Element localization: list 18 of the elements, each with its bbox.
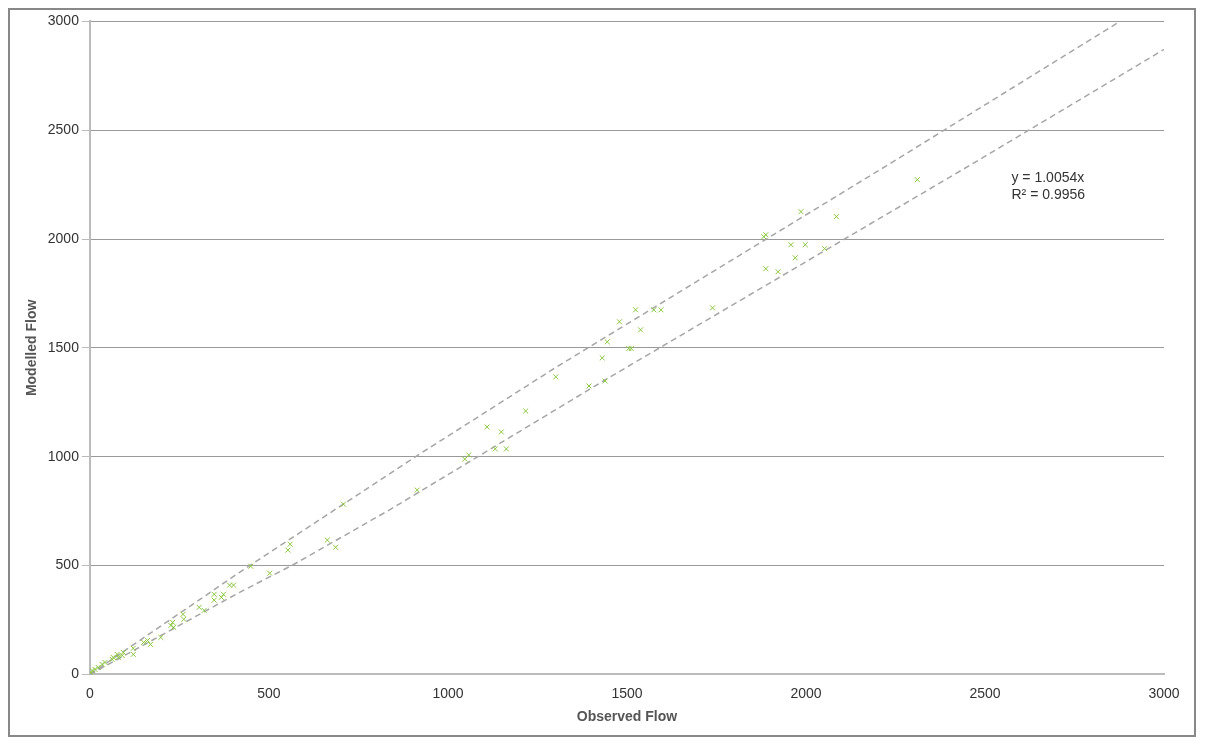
x-tick-label: 500 — [257, 684, 281, 701]
x-tick-label: 3000 — [1148, 684, 1180, 701]
annotation: y = 1.0054x — [1011, 169, 1085, 186]
x-axis-title: Observed Flow — [576, 708, 678, 725]
x-tick-label: 1500 — [611, 684, 643, 701]
x-tick-label: 2000 — [790, 684, 822, 701]
x-tick-label: 1000 — [432, 684, 464, 701]
y-axis-title: Modelled Flow — [23, 299, 40, 397]
x-tick-label: 0 — [86, 684, 95, 701]
y-tick-label: 500 — [55, 556, 80, 573]
annotation: R² = 0.9956 — [1011, 186, 1086, 203]
y-tick-label: 0 — [71, 665, 80, 682]
y-tick-label: 2500 — [47, 121, 80, 138]
x-tick-label: 2500 — [969, 684, 1001, 701]
y-tick-label: 3000 — [47, 12, 80, 29]
y-tick-label: 1000 — [47, 447, 80, 464]
y-tick-label: 1500 — [47, 338, 80, 355]
y-tick-label: 2000 — [47, 229, 80, 246]
